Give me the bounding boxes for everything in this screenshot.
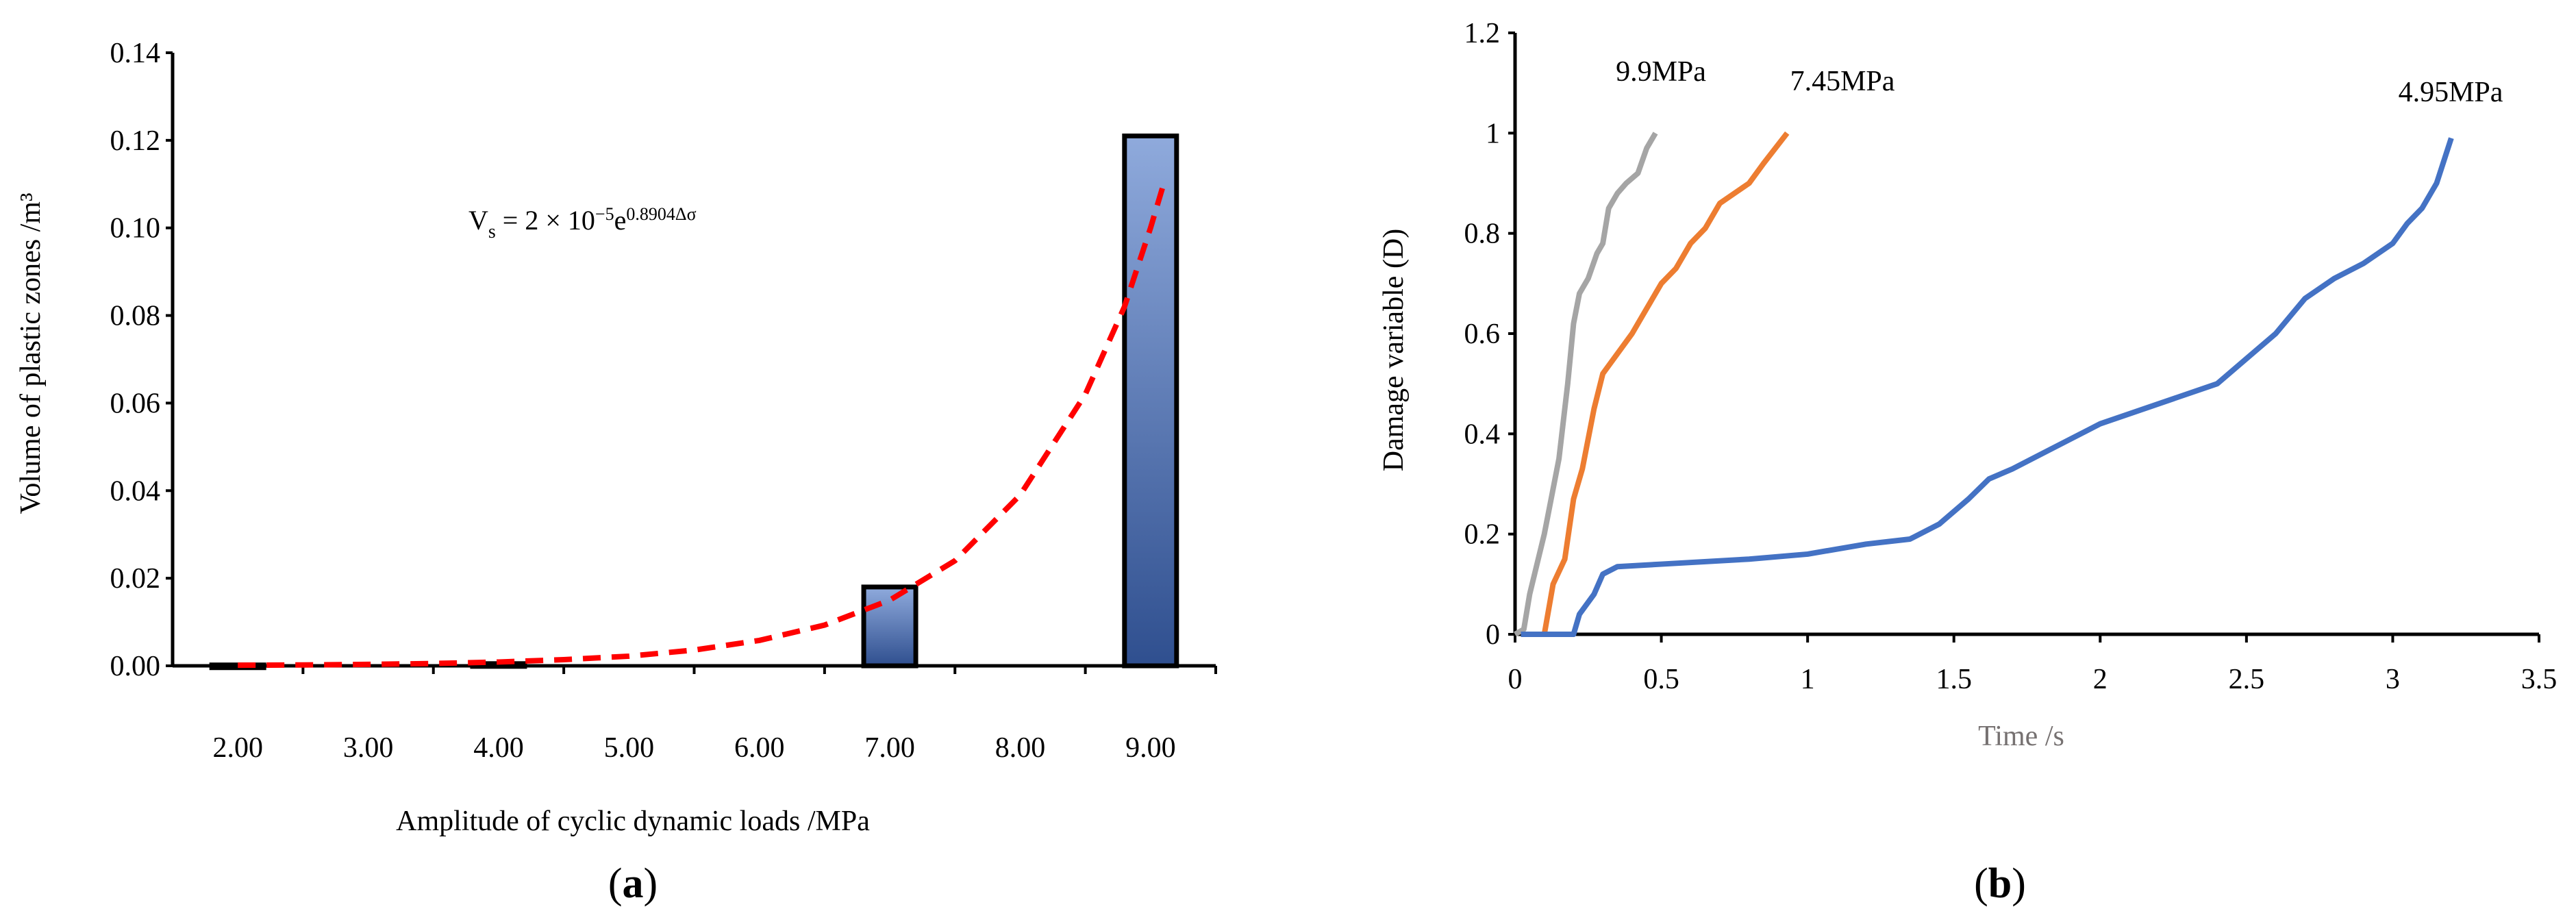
y-tick-label: 0.6 [1464, 319, 1501, 350]
y-tick-label: 0.8 [1464, 219, 1501, 250]
chart-b-line: 0 0.2 0.4 0.6 0.8 1 1.2 0 0.5 1 1.5 2 2.5 3 3.5 9.9MPa 7… [1464, 18, 2558, 695]
series-line-7-45mpa [1521, 131, 1790, 637]
y-tick-label: 1.2 [1464, 18, 1501, 49]
series-label: 9.9MPa [1616, 56, 1706, 88]
series-label: 4.95MPa [2399, 77, 2503, 108]
x-tick-label: 9.00 [1125, 732, 1176, 764]
bar [861, 584, 918, 669]
x-tick-label: 3.00 [343, 732, 394, 764]
panel-label-a: (a) [608, 860, 658, 907]
x-tick-label: 3.5 [2521, 664, 2558, 695]
x-tick-label: 2.5 [2229, 664, 2265, 695]
chart-a-xlabel: Amplitude of cyclic dynamic loads /MPa [396, 806, 870, 837]
series-line-4-95mpa [1521, 137, 2454, 637]
x-tick-label: 7.00 [864, 732, 915, 764]
panel-label-b: (b) [1974, 860, 2026, 907]
y-tick-label: 0.12 [110, 125, 161, 157]
x-tick-label: 0 [1508, 664, 1523, 695]
chart-b-ylabel: Damage variable (D) [1378, 229, 1410, 471]
y-tick-label: 0 [1486, 619, 1500, 651]
x-tick-label: 8.00 [995, 732, 1046, 764]
y-tick-label: 0.10 [110, 213, 161, 245]
y-tick-label: 0.04 [110, 475, 161, 507]
bar [1122, 133, 1179, 669]
chart-a-ylabel: Volume of plastic zones /m³ [15, 192, 47, 514]
x-tick-label: 1 [1801, 664, 1815, 695]
x-tick-label: 5.00 [604, 732, 655, 764]
x-tick-label: 1.5 [1936, 664, 1972, 695]
y-tick-label: 0.00 [110, 651, 161, 682]
y-tick-label: 0.02 [110, 563, 161, 595]
y-tick-label: 0.2 [1464, 519, 1501, 551]
x-tick-label: 0.5 [1643, 664, 1679, 695]
x-tick-label: 3 [2386, 664, 2400, 695]
fit-curve [238, 183, 1166, 669]
x-tick-label: 2 [2093, 664, 2108, 695]
y-tick-label: 0.06 [110, 388, 161, 419]
x-tick-label: 2.00 [212, 732, 263, 764]
x-tick-label: 6.00 [734, 732, 785, 764]
fit-equation: Vs = 2 × 10−5e0.8904Δσ [468, 204, 697, 242]
y-tick-label: 0.4 [1464, 419, 1501, 450]
chart-a-bar: 0.00 0.02 0.04 0.06 0.08 0.10 0.12 0.14 2.00 3.00… [110, 38, 1217, 764]
chart-b-xlabel: Time /s [1978, 721, 2064, 752]
y-tick-label: 0.08 [110, 301, 161, 332]
series-line-9-9mpa [1514, 132, 1658, 637]
x-tick-label: 4.00 [473, 732, 524, 764]
y-tick-label: 1 [1486, 118, 1500, 149]
series-label: 7.45MPa [1790, 66, 1895, 97]
y-tick-label: 0.14 [110, 38, 161, 69]
